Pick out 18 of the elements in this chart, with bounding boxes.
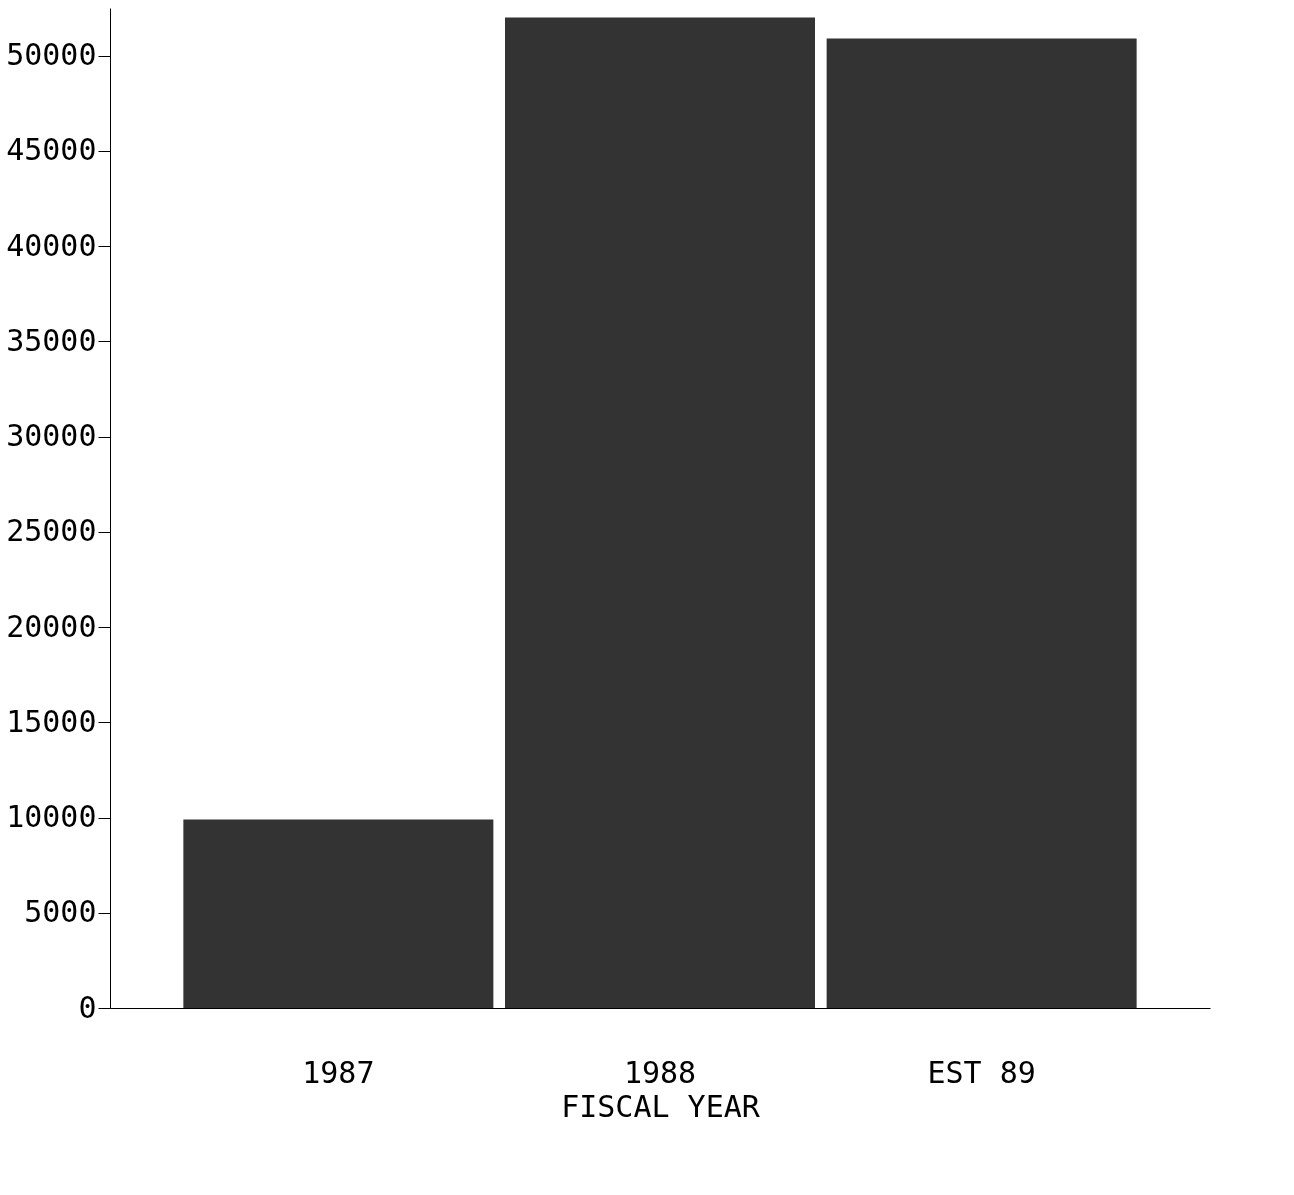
y-tick-label: 5000 [24,894,97,930]
x-tick-label: 1987 [302,1054,375,1090]
y-tick-label: 50000 [6,37,97,73]
y-tick-label: 45000 [6,132,97,168]
x-axis-title: FISCAL YEAR [561,1088,761,1124]
y-tick-label: 25000 [6,513,97,549]
bar [183,819,494,1008]
y-tick-label: 30000 [6,418,97,454]
y-tick-label: 10000 [6,799,97,835]
y-tick-label: 40000 [6,227,97,263]
y-tick-label: 15000 [6,703,97,739]
bar [826,38,1137,1008]
bar [505,17,815,1008]
y-tick-label: 0 [78,989,97,1025]
y-tick-label: 35000 [6,322,97,358]
y-tick-label: 20000 [6,608,97,644]
x-tick-label: 1988 [623,1054,697,1090]
x-tick-label: EST 89 [927,1054,1036,1090]
